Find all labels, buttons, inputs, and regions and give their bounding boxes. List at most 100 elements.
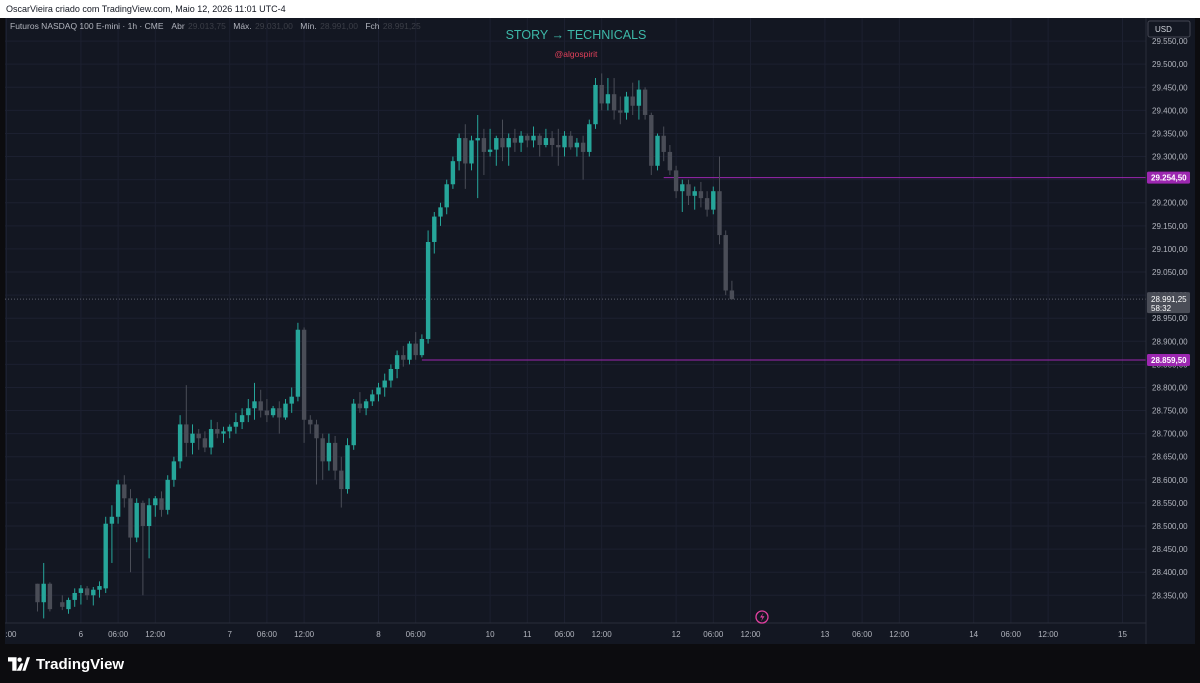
- time-tick-label: 12:00: [889, 630, 910, 639]
- candle-body: [438, 207, 443, 217]
- candle-body: [704, 198, 710, 210]
- candle-body: [611, 94, 617, 111]
- candle: [593, 78, 598, 129]
- candle-body: [642, 89, 648, 115]
- time-tick-label: 06:00: [554, 630, 575, 639]
- candle-body: [91, 589, 96, 596]
- candle-body: [599, 84, 604, 104]
- candle-body: [506, 138, 511, 148]
- candle-body: [680, 184, 685, 192]
- candle: [704, 191, 710, 217]
- candle: [450, 156, 456, 189]
- candle: [469, 135, 474, 171]
- candle-body: [401, 355, 406, 360]
- legend-low-value: 28.991,00: [320, 21, 358, 31]
- candle-body: [363, 401, 369, 409]
- level-price-label: 29.254,50: [1151, 174, 1187, 183]
- price-tick-label: 28.950,00: [1152, 314, 1188, 323]
- legend-low-label: Mín.: [300, 21, 317, 31]
- replay-lightning-icon[interactable]: [755, 610, 769, 624]
- candle: [549, 131, 555, 157]
- candle: [611, 78, 617, 120]
- candle-body: [239, 415, 245, 423]
- time-tick-label: 14: [969, 630, 978, 639]
- candle-body: [525, 135, 530, 141]
- candle-body: [605, 94, 611, 104]
- candle: [35, 583, 40, 612]
- candle: [698, 181, 704, 208]
- candle: [159, 491, 164, 517]
- candle: [246, 399, 251, 423]
- time-axis[interactable]: 12:00 6 06:00 12:00 7 06:00 12:00 8 06:00 10 11 06:…: [5, 622, 1146, 639]
- candle-body: [518, 135, 524, 143]
- candle: [134, 498, 139, 543]
- time-tick-label: 13: [820, 630, 829, 639]
- candle: [363, 399, 369, 416]
- candle-body: [295, 329, 301, 397]
- candle-body: [556, 145, 561, 148]
- candle: [500, 119, 505, 162]
- price-tick-label: 29.400,00: [1152, 106, 1188, 115]
- candle: [66, 597, 71, 614]
- candle-body: [177, 424, 183, 462]
- time-tick-label: 7: [227, 630, 232, 639]
- candle-body: [301, 329, 307, 420]
- level-price-label: 28.859,50: [1151, 356, 1187, 365]
- candle: [512, 128, 518, 152]
- candle: [351, 399, 356, 450]
- candle-body: [184, 424, 189, 443]
- candle-body: [487, 149, 493, 152]
- candle: [239, 408, 245, 430]
- candle: [289, 387, 294, 413]
- price-tick-label: 28.400,00: [1152, 568, 1188, 577]
- candle: [339, 456, 344, 508]
- candle-body: [159, 498, 164, 510]
- price-axis[interactable]: 28.350,00 28.400,00 28.450,00 28.500,00 28.5…: [1145, 18, 1190, 644]
- candle: [233, 412, 239, 434]
- chart-area[interactable]: 28.350,00 28.400,00 28.450,00 28.500,00 28.5…: [5, 18, 1195, 644]
- legend: Futuros NASDAQ 100 E-mini · 1h · CME Abr…: [10, 21, 421, 31]
- tradingview-logo[interactable]: TradingView: [8, 655, 124, 673]
- last-price-countdown: 58:32: [1151, 304, 1172, 313]
- candle-body: [165, 479, 170, 510]
- candle: [308, 415, 313, 434]
- candle-body: [481, 138, 487, 152]
- last-price-tag: [1147, 292, 1190, 314]
- candle-body: [140, 502, 146, 527]
- candle-body: [246, 408, 251, 416]
- candle-body: [562, 135, 567, 148]
- last-price-label: 28.991,25: [1151, 295, 1187, 304]
- time-tick-label: 12: [672, 630, 681, 639]
- currency-button[interactable]: USD: [1147, 20, 1191, 38]
- level-price-tag: [1147, 353, 1190, 366]
- candle: [444, 179, 449, 215]
- price-tick-label: 29.050,00: [1152, 268, 1188, 277]
- candle-body: [72, 592, 77, 600]
- candle-body: [469, 140, 474, 164]
- candle-body: [115, 484, 121, 517]
- currency-label: USD: [1155, 25, 1172, 34]
- candle-body: [419, 338, 425, 356]
- candle: [320, 433, 325, 480]
- candle: [425, 230, 431, 344]
- candle: [624, 91, 629, 120]
- candle-body: [580, 142, 586, 152]
- horizontal-levels[interactable]: [5, 177, 1146, 361]
- candle-body: [636, 89, 642, 106]
- candle: [122, 475, 127, 508]
- candle: [326, 433, 332, 471]
- candle: [661, 126, 666, 162]
- time-tick-label: 11: [523, 630, 532, 639]
- candle: [649, 112, 654, 176]
- candlestick-chart[interactable]: 28.350,00 28.400,00 28.450,00 28.500,00 28.5…: [5, 18, 1195, 644]
- time-tick-label: 6: [79, 630, 84, 639]
- legend-close-label: Fch: [365, 21, 379, 31]
- candle-body: [196, 433, 201, 439]
- candle-body: [394, 355, 400, 369]
- candle: [277, 401, 282, 434]
- candle-body: [568, 135, 573, 148]
- footer: TradingView: [0, 645, 1200, 683]
- candle: [295, 322, 301, 402]
- candle: [332, 435, 338, 480]
- candle: [618, 96, 623, 125]
